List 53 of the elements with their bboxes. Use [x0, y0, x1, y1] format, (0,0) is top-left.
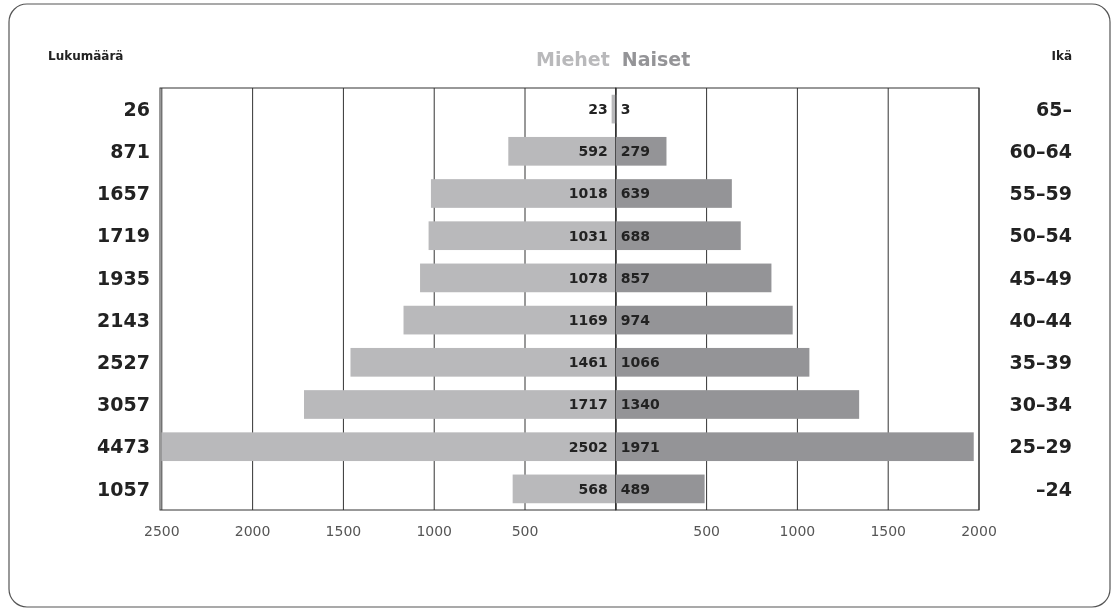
series-label: Naiset	[621, 48, 691, 70]
text: 3057	[97, 393, 150, 416]
data-label: 568	[578, 480, 608, 497]
data-label: 1031	[568, 227, 608, 244]
x-tick-label: 2000	[961, 523, 997, 539]
text: 1719	[97, 224, 150, 247]
data-label: 688	[620, 227, 651, 244]
data-label: 2502	[568, 438, 608, 455]
y-tick-label: 35–39	[1009, 350, 1072, 373]
y-tick-label: 25–29	[1009, 435, 1072, 458]
data-label: 857	[620, 269, 651, 286]
text: 4473	[97, 435, 150, 458]
x-tick-label: 2000	[234, 523, 271, 539]
text: 1057	[97, 477, 150, 500]
x-tick-label: 2500	[144, 523, 180, 539]
data-label: 1461	[568, 354, 608, 371]
y-axis-title: Ikä	[1051, 49, 1072, 63]
series-label: Miehet	[535, 48, 610, 70]
data-label: 639	[620, 185, 651, 202]
data-label: 1078	[568, 269, 608, 286]
data-label: 1066	[620, 354, 660, 371]
data-label: 489	[620, 480, 651, 497]
data-label: 592	[578, 143, 608, 160]
x-tick-label: 1000	[779, 523, 816, 539]
data-label: 1340	[620, 396, 661, 413]
data-label: 279	[620, 143, 651, 160]
x-tick-label: 1500	[870, 523, 907, 539]
data-label: 1018	[568, 185, 608, 202]
y-tick-label: 60–64	[1009, 139, 1072, 162]
text: 2527	[97, 350, 150, 373]
y-tick-label: 40–44	[1009, 308, 1072, 331]
x-tick-label: 500	[511, 523, 539, 539]
y-tick-label: –24	[1036, 477, 1072, 500]
data-label: 1169	[568, 312, 608, 328]
text: Lukumäärä	[48, 49, 124, 63]
x-tick-label: 1000	[416, 523, 453, 539]
y-tick-label: 65–	[1036, 97, 1072, 120]
x-tick-label: 500	[693, 523, 720, 539]
x-tick-label: 1500	[325, 523, 362, 539]
data-label: 1971	[620, 438, 660, 455]
y-tick-label: 45–49	[1009, 266, 1072, 289]
data-label: 974	[620, 312, 651, 328]
text: 1657	[97, 182, 150, 205]
data-label: 1717	[568, 396, 608, 413]
data-label: 3	[620, 101, 631, 117]
y-tick-label: 50–54	[1009, 224, 1072, 247]
y-tick-label: 30–34	[1009, 393, 1072, 416]
text: 1935	[97, 266, 150, 289]
data-label: 23	[588, 101, 608, 117]
text: 871	[110, 139, 150, 162]
y-tick-label: 55–59	[1009, 182, 1072, 205]
text: 2143	[97, 308, 150, 331]
text: 26	[123, 97, 150, 120]
